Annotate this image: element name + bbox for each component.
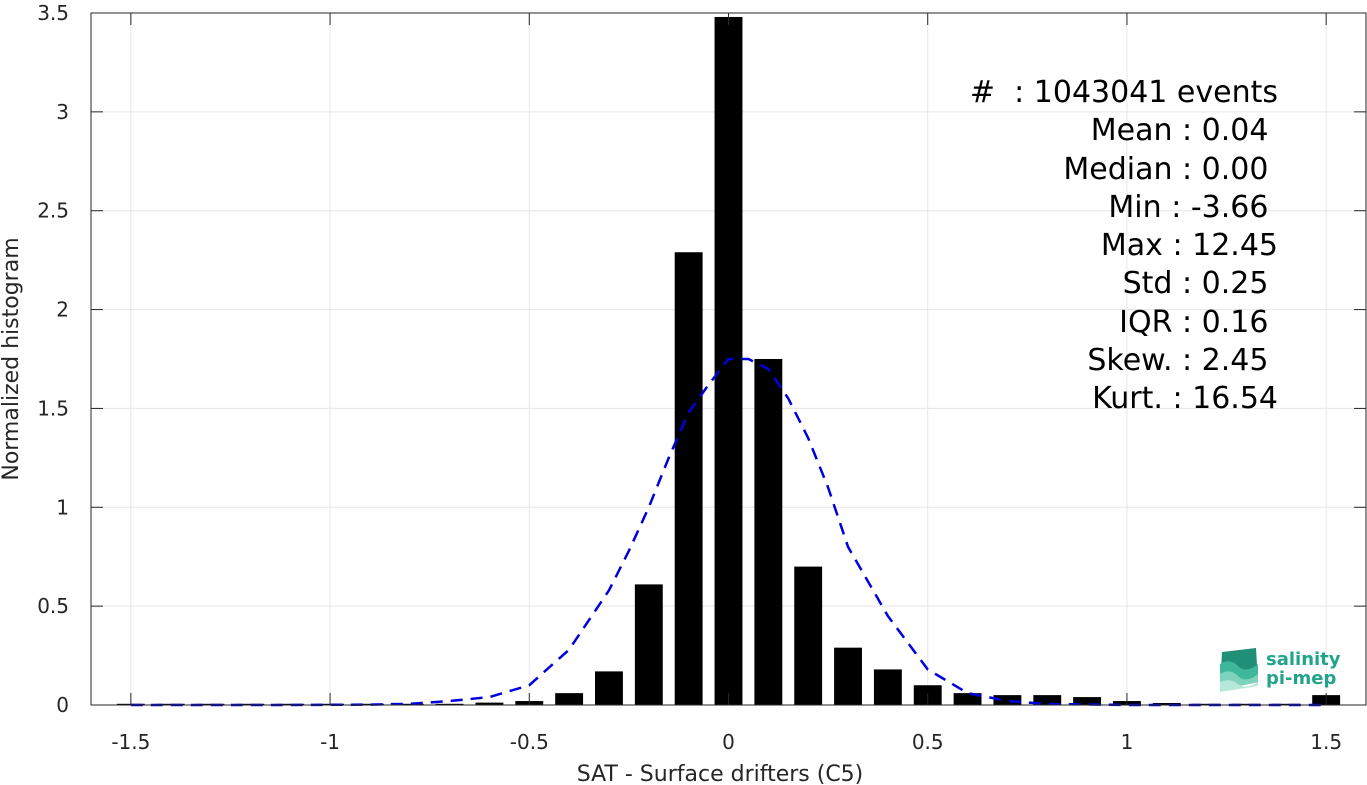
stats-max: Max : 12.45	[1100, 228, 1278, 264]
histogram-bar	[475, 702, 504, 705]
x-tick-label: -1.5	[111, 730, 150, 754]
logo-text-salinity: salinity	[1266, 649, 1341, 670]
fit-curve-layer	[130, 357, 1327, 707]
y-tick-label: 1	[56, 495, 69, 519]
y-tick-label: 1.5	[37, 396, 69, 420]
y-tick-label: 3	[56, 100, 69, 124]
salinity-pimep-logo: salinity pi-mep	[1216, 646, 1346, 694]
histogram-bar	[555, 693, 584, 705]
stats-std: Std : 0.25	[1122, 266, 1278, 302]
x-tick-label: -0.5	[510, 730, 549, 754]
histogram-bar	[1192, 703, 1221, 705]
histogram-bar	[953, 693, 982, 705]
stats-median: Median : 0.00	[1063, 151, 1278, 187]
x-tick-label: 0.5	[912, 730, 944, 754]
tick-labels: -1.5 -1 -0.5 0 0.5 1 1.5 0 0.5 1 1.5 2 2.5 3 3.5	[37, 1, 1342, 754]
histogram-bar	[355, 703, 384, 705]
y-tick-label: 3.5	[37, 1, 69, 25]
histogram-bar	[674, 252, 703, 705]
x-tick-label: 1.5	[1310, 730, 1342, 754]
axes-frame	[90, 12, 1367, 706]
histogram-bar	[873, 669, 902, 705]
x-tick-label: 1	[1121, 730, 1134, 754]
histogram-bar	[754, 359, 783, 705]
stats-count: # : 1043041 events	[969, 75, 1278, 110]
x-axis-title: SAT - Surface drifters (C5)	[577, 762, 864, 785]
histogram-bar	[794, 566, 823, 705]
stats-mean: Mean : 0.04	[1090, 113, 1278, 149]
histogram-bar	[1073, 697, 1102, 705]
y-tick-label: 2	[56, 298, 69, 322]
histogram-bar	[156, 703, 185, 705]
stats-kurt: Kurt. : 16.54	[1092, 381, 1278, 417]
y-tick-label: 2.5	[37, 199, 69, 223]
gaussian-fit-curve	[130, 357, 1327, 707]
x-tick-label: -1	[320, 730, 340, 754]
stats-min: Min : -3.66	[1108, 189, 1278, 225]
histogram-bar	[634, 584, 663, 705]
histogram-bar	[1272, 703, 1301, 705]
histogram-bar	[196, 703, 225, 705]
x-tick-label: 0	[722, 730, 735, 754]
histogram-bar	[435, 703, 464, 705]
histogram-bar	[595, 671, 623, 705]
histogram-bar	[1152, 703, 1181, 705]
histogram-bar	[834, 647, 862, 705]
histogram-bar	[1033, 695, 1062, 705]
histogram-bar	[236, 703, 265, 705]
logo-wave-icon	[1220, 648, 1258, 692]
histogram-bar	[276, 703, 305, 705]
logo-text-pimep: pi-mep	[1266, 668, 1337, 689]
histogram-bar	[1232, 703, 1261, 705]
stats-skew: Skew. : 2.45	[1087, 343, 1278, 379]
y-axis-title: Normalized histogram	[0, 237, 24, 480]
y-tick-label: 0	[56, 693, 69, 717]
histogram-bar	[395, 703, 424, 705]
y-tick-label: 0.5	[37, 594, 69, 618]
histogram-bar	[993, 695, 1022, 705]
statistics-panel: # : 1043041 events Mean : 0.04 Median : …	[970, 74, 1278, 419]
stats-iqr: IQR : 0.16	[1119, 304, 1278, 340]
